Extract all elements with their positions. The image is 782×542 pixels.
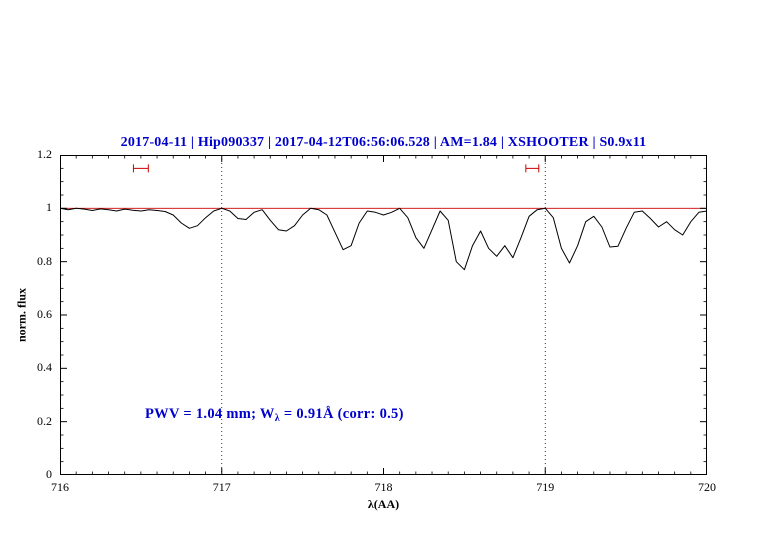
interval-marker xyxy=(525,164,540,173)
y-tick-label: 0.2 xyxy=(37,413,52,428)
x-tick-label: 719 xyxy=(536,480,555,494)
y-tick-label: 1 xyxy=(46,200,52,215)
x-tick-label: 716 xyxy=(51,480,69,494)
pwv-annotation-prefix: PWV = 1.04 mm; W xyxy=(145,406,275,422)
pwv-annotation-subscript: λ xyxy=(274,413,280,424)
y-tick-label: 1.2 xyxy=(37,147,52,161)
x-tick-label: 717 xyxy=(212,480,231,494)
x-tick-label: 720 xyxy=(698,480,716,494)
plot-canvas xyxy=(60,155,707,475)
y-tick-label: 0.6 xyxy=(37,307,52,321)
axes-frame xyxy=(60,155,707,475)
pwv-annotation: PWV = 1.04 mm; Wλ = 0.91Å (corr: 0.5) xyxy=(145,406,404,424)
y-tick-label: 0 xyxy=(46,467,52,481)
y-tick-label: 0.4 xyxy=(37,360,52,375)
spectrum-line xyxy=(60,207,707,271)
x-axis-label: λ(AA) xyxy=(367,497,400,511)
plot-title: 2017-04-11 | Hip090337 | 2017-04-12T06:5… xyxy=(120,135,647,150)
plot-area: PWV = 1.04 mm; Wλ = 0.91Å (corr: 0.5) xyxy=(60,155,707,475)
x-tick-label: 718 xyxy=(374,480,393,494)
y-tick-label: 0.8 xyxy=(37,253,52,268)
interval-marker xyxy=(132,164,149,173)
pwv-annotation-suffix: = 0.91Å (corr: 0.5) xyxy=(279,406,404,422)
